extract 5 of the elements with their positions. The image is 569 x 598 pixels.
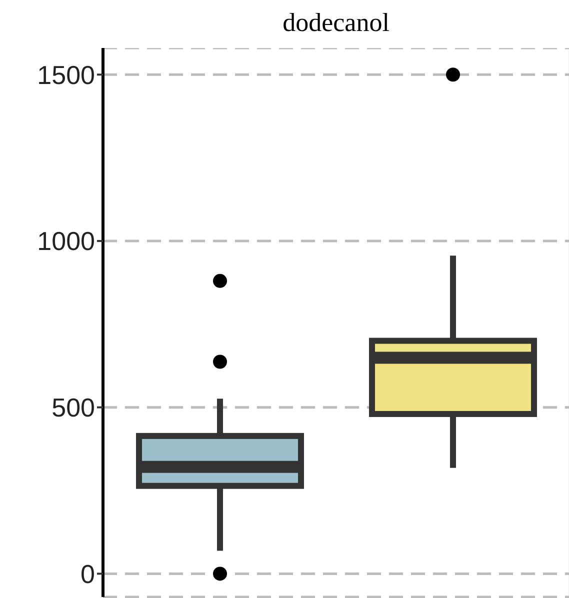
y-tick-label: 0 — [80, 558, 95, 589]
y-tick-label: 1500 — [37, 60, 95, 90]
y-tick-label: 500 — [52, 392, 95, 423]
y-tick-label: 1000 — [37, 226, 95, 256]
chart-title: dodecanol — [282, 8, 390, 38]
